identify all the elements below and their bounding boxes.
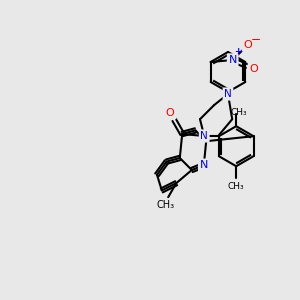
Text: CH₃: CH₃ bbox=[231, 108, 247, 117]
Text: CH₃: CH₃ bbox=[156, 200, 174, 210]
Text: O: O bbox=[249, 64, 258, 74]
Text: N: N bbox=[200, 131, 208, 141]
Text: N: N bbox=[200, 160, 208, 170]
Text: O: O bbox=[243, 40, 252, 50]
Text: N: N bbox=[229, 55, 237, 65]
Text: N: N bbox=[229, 55, 237, 65]
Text: O: O bbox=[166, 108, 175, 118]
Text: +: + bbox=[234, 46, 242, 56]
Text: O: O bbox=[166, 108, 175, 118]
Text: N: N bbox=[200, 131, 208, 141]
Text: CH₃: CH₃ bbox=[156, 200, 174, 210]
Text: N: N bbox=[224, 89, 232, 99]
Text: N: N bbox=[200, 160, 208, 170]
Text: +: + bbox=[234, 46, 242, 56]
Text: O: O bbox=[243, 40, 252, 50]
Text: −: − bbox=[251, 34, 261, 46]
Text: O: O bbox=[249, 64, 258, 74]
Text: N: N bbox=[224, 89, 232, 99]
Text: −: − bbox=[251, 34, 261, 46]
Text: CH₃: CH₃ bbox=[228, 182, 244, 191]
